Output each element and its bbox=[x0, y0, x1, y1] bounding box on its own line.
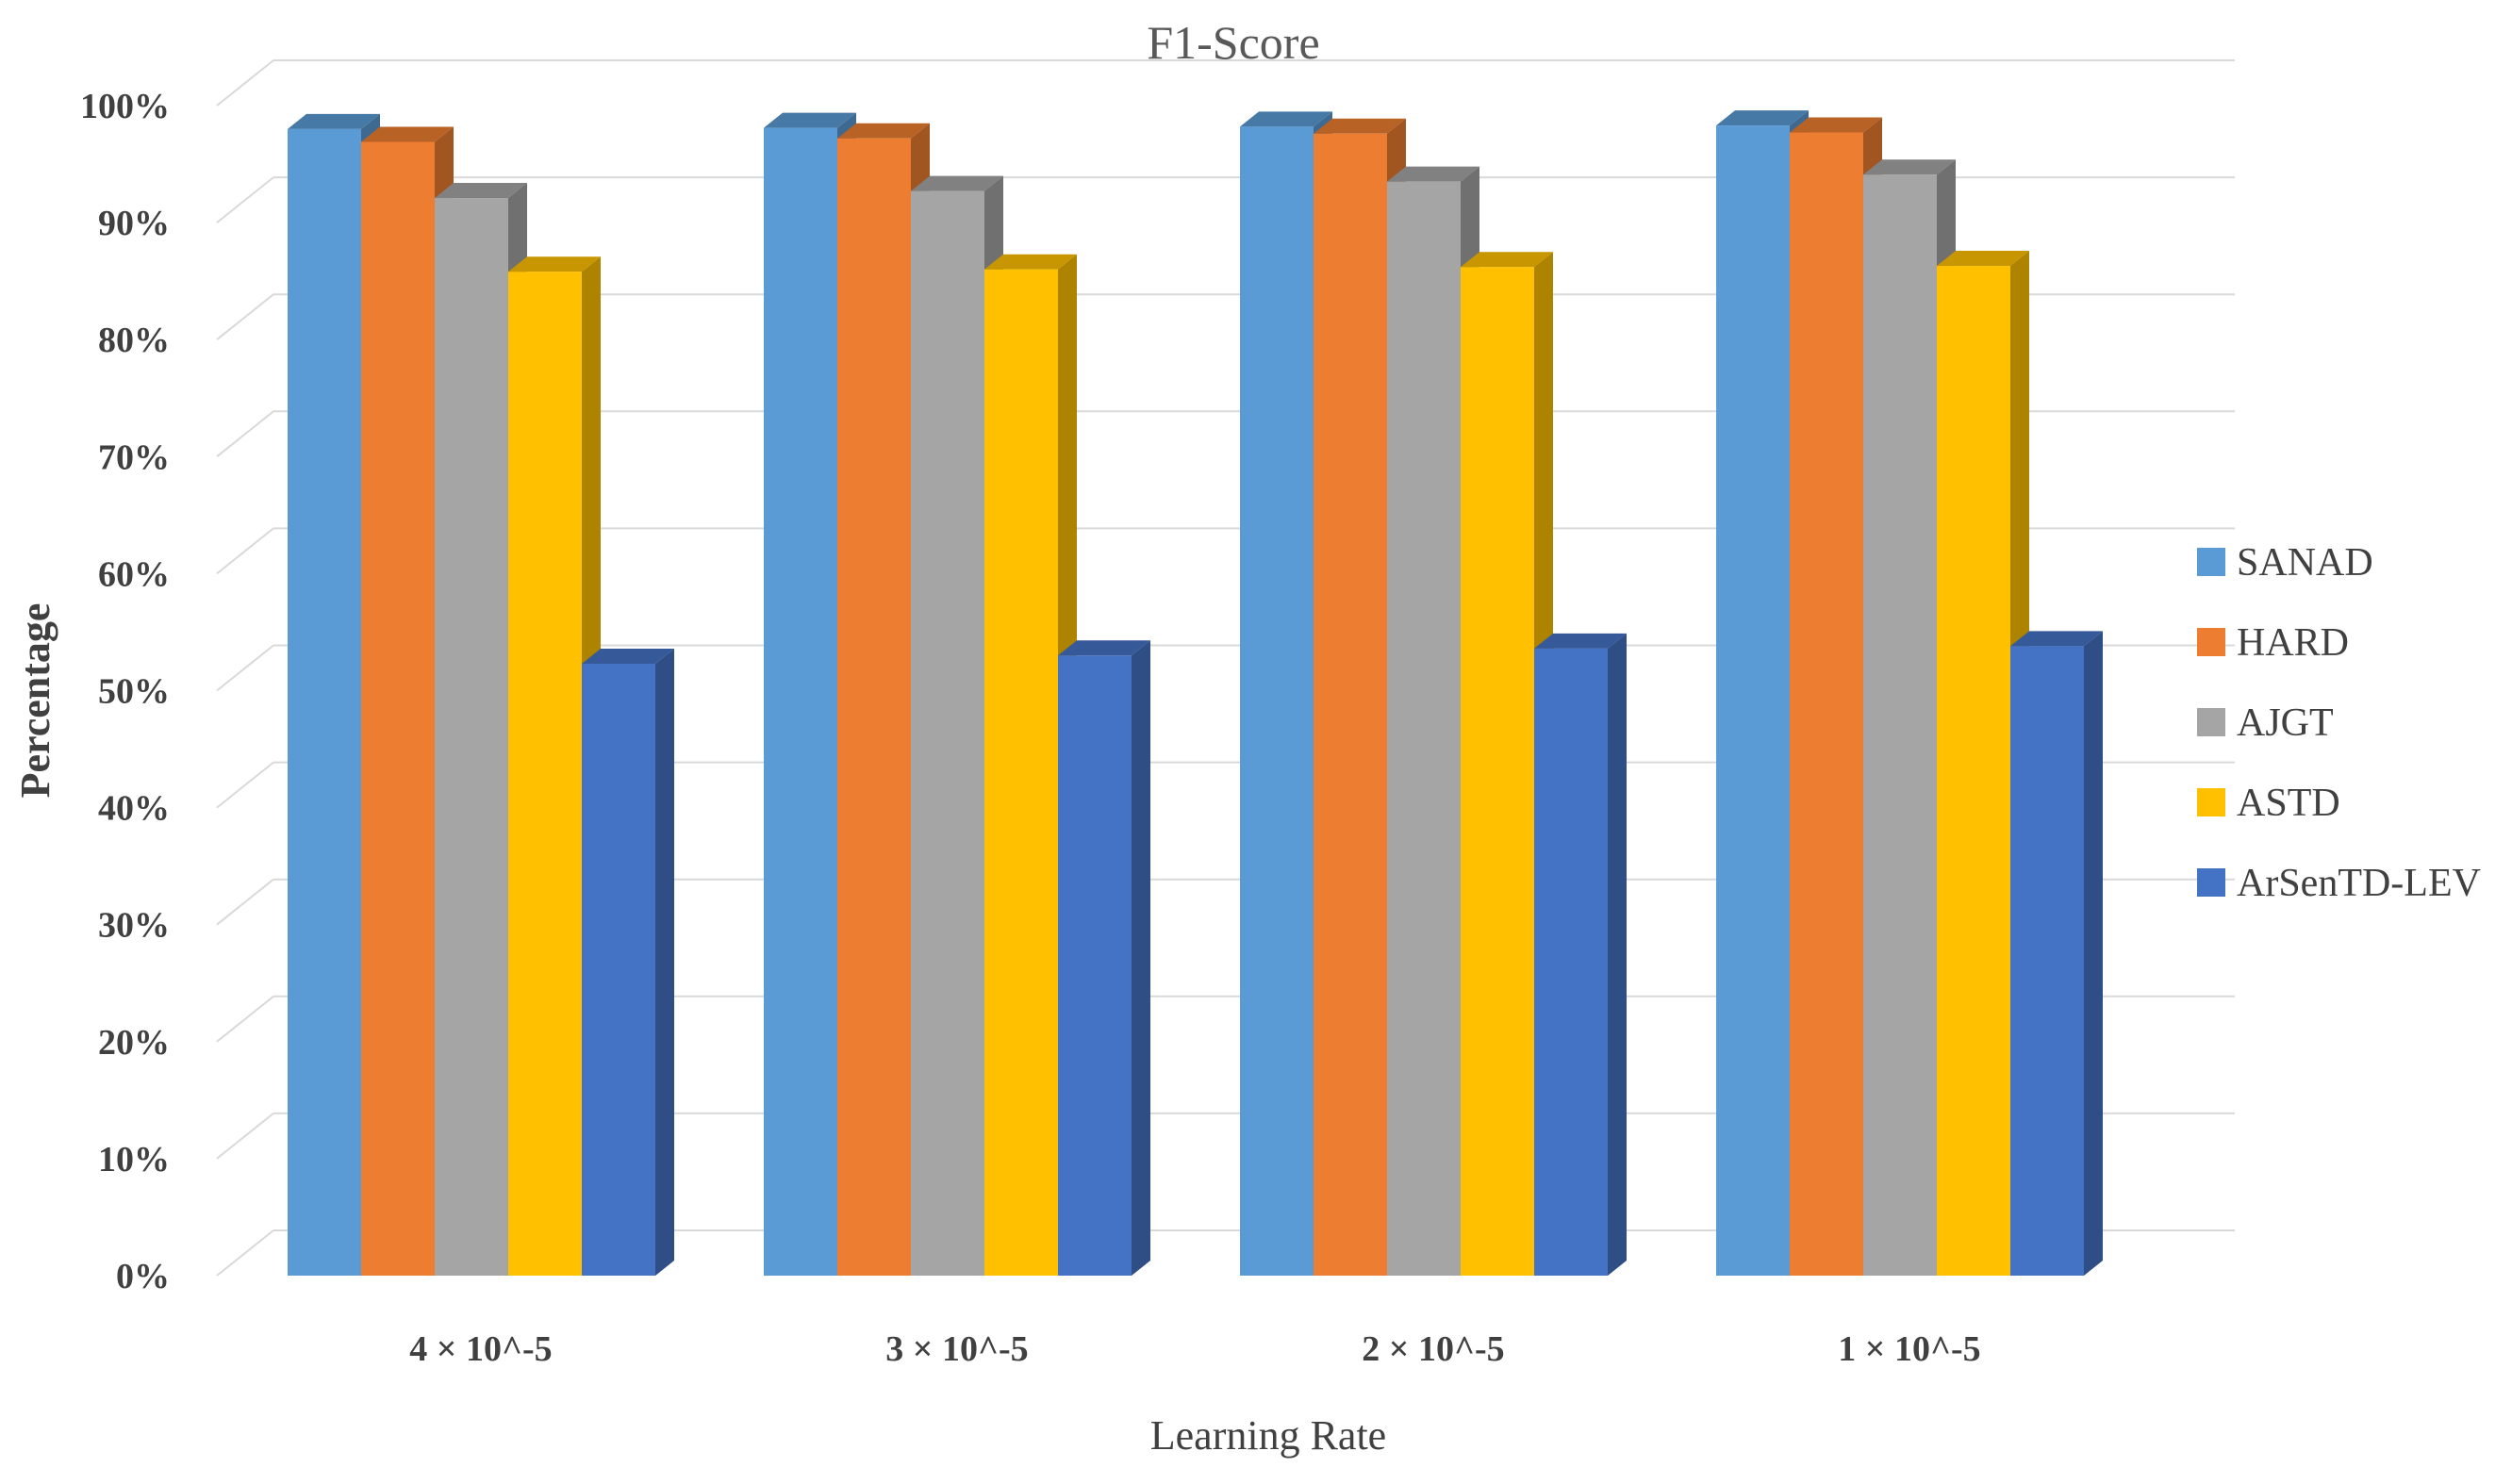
legend-swatch bbox=[2197, 708, 2225, 736]
bar-arsentd-lev-3 bbox=[1534, 633, 1627, 1276]
x-tick-label: 4 × 10^-5 bbox=[409, 1329, 552, 1369]
y-axis-label: Percentage bbox=[12, 603, 58, 799]
gridline-diagonal bbox=[216, 293, 274, 340]
y-tick-label: 30% bbox=[98, 906, 170, 946]
gridline-diagonal bbox=[216, 761, 274, 809]
bars bbox=[288, 110, 2103, 1277]
gridline-diagonal bbox=[216, 410, 274, 458]
bar-arsentd-lev-2 bbox=[1058, 640, 1150, 1276]
y-tick-label: 70% bbox=[98, 437, 170, 477]
legend-swatch bbox=[2197, 548, 2225, 576]
legend-swatch bbox=[2197, 868, 2225, 897]
gridline-diagonal bbox=[216, 878, 274, 926]
legend-label: AJGT bbox=[2237, 701, 2334, 745]
legend: SANAD HARD AJGT ASTD ArSenTD-LEV bbox=[2197, 541, 2481, 905]
gridline-diagonal bbox=[216, 996, 274, 1043]
y-tick-label: 50% bbox=[98, 672, 170, 712]
legend-swatch bbox=[2197, 628, 2225, 656]
chart-title: F1-Score bbox=[1147, 16, 1319, 69]
x-tick-label: 3 × 10^-5 bbox=[885, 1329, 1028, 1369]
x-tick-label: 2 × 10^-5 bbox=[1362, 1329, 1504, 1369]
gridline-diagonal bbox=[216, 1113, 274, 1160]
gridline-diagonal bbox=[216, 1229, 274, 1277]
y-tick-label: 90% bbox=[98, 204, 170, 243]
y-tick-label: 40% bbox=[98, 789, 170, 829]
gridline-diagonal bbox=[216, 176, 274, 223]
gridline-diagonal bbox=[216, 644, 274, 692]
legend-swatch bbox=[2197, 788, 2225, 816]
x-axis-label: Learning Rate bbox=[1150, 1412, 1386, 1459]
x-tick-label: 1 × 10^-5 bbox=[1838, 1329, 1980, 1369]
legend-label: HARD bbox=[2237, 621, 2349, 665]
bar-arsentd-lev-1 bbox=[582, 648, 674, 1276]
y-tick-label: 60% bbox=[98, 554, 170, 594]
bar-arsentd-lev-4 bbox=[2010, 631, 2103, 1276]
y-tick-label: 80% bbox=[98, 321, 170, 360]
y-tick-label: 20% bbox=[98, 1023, 170, 1063]
y-tick-label: 100% bbox=[80, 87, 170, 126]
x-tick-labels: 4 × 10^-5 3 × 10^-5 2 × 10^-5 1 × 10^-5 bbox=[409, 1329, 1980, 1369]
y-tick-labels: 0% 10% 20% 30% 40% 50% 60% 70% 80% 90% 100% bbox=[80, 87, 170, 1296]
legend-label: SANAD bbox=[2237, 541, 2373, 585]
y-tick-label: 0% bbox=[116, 1257, 170, 1296]
gridline-diagonal bbox=[216, 59, 274, 107]
legend-label: ASTD bbox=[2237, 782, 2340, 825]
legend-label: ArSenTD-LEV bbox=[2237, 862, 2481, 905]
y-tick-label: 10% bbox=[98, 1140, 170, 1179]
gridline-diagonal bbox=[216, 527, 274, 575]
